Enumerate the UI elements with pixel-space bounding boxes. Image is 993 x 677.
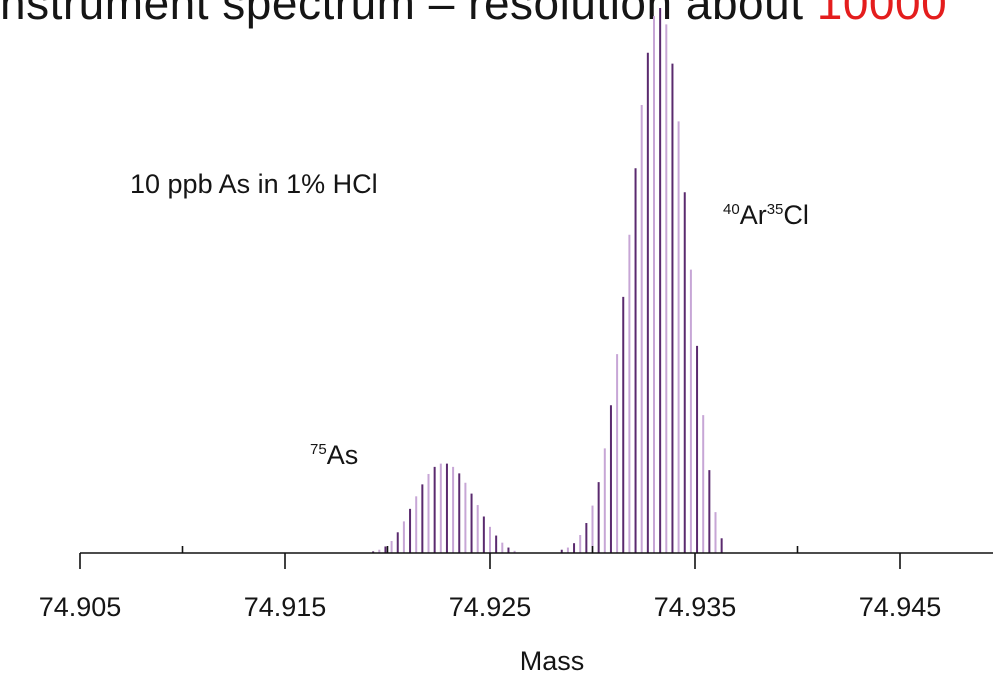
title-highlight: 10000 bbox=[816, 0, 948, 29]
arcl-mass-35: 35 bbox=[767, 201, 784, 218]
as-label: As bbox=[327, 440, 359, 470]
title-text-mid: – resolution about bbox=[415, 0, 817, 29]
arcl-ar: Ar bbox=[740, 200, 767, 230]
annotation-sample: 10 ppb As in 1% HCl bbox=[130, 169, 378, 199]
x-tick-label: 74.915 bbox=[244, 592, 327, 622]
annotation-arcl: 40Ar35Cl bbox=[723, 200, 809, 230]
x-axis-label: Mass bbox=[520, 646, 585, 676]
title-text-start: nstrument spectrum bbox=[0, 0, 416, 29]
x-tick-label: 74.935 bbox=[654, 592, 737, 622]
x-tick-label: 74.945 bbox=[859, 592, 942, 622]
arcl-mass-40: 40 bbox=[723, 201, 740, 218]
slide-title: nstrument spectrum – resolution about 10… bbox=[0, 0, 947, 36]
x-tick-label: 74.905 bbox=[39, 592, 122, 622]
x-tick-label: 74.925 bbox=[449, 592, 532, 622]
annotation-as75: 75As bbox=[310, 440, 358, 470]
as-mass-75: 75 bbox=[310, 441, 327, 458]
x-axis-ticks bbox=[79, 546, 901, 569]
arcl-cl: Cl bbox=[783, 200, 809, 230]
spectrum-bars bbox=[372, 8, 723, 553]
x-axis-tick-labels: 74.905 74.915 74.925 74.935 74.945 bbox=[39, 592, 942, 622]
